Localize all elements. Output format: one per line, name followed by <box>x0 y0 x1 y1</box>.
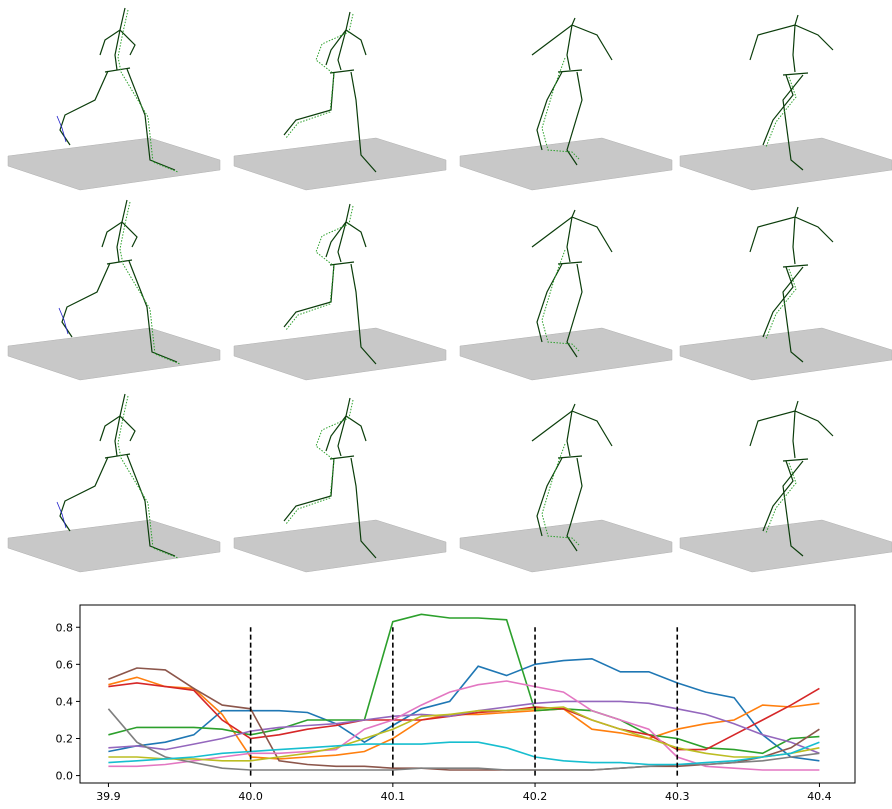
x-tick-label: 40.2 <box>523 790 548 803</box>
pose-panels <box>8 8 892 572</box>
line-chart: 0.0 0.2 0.4 0.6 0.8 39.9 40.0 40.1 40.2 40.3 40.4 <box>56 605 856 803</box>
floor <box>234 138 446 190</box>
x-tick-label: 40.1 <box>381 790 406 803</box>
floor <box>234 328 446 380</box>
floor <box>460 138 672 190</box>
figure: 0.0 0.2 0.4 0.6 0.8 39.9 40.0 40.1 40.2 40.3 40.4 <box>0 0 892 809</box>
floor <box>234 520 446 572</box>
y-tick-label: 0.2 <box>56 733 74 746</box>
x-tick-label: 40.0 <box>238 790 263 803</box>
y-tick-label: 0.6 <box>56 658 74 671</box>
x-tick-label: 40.3 <box>665 790 690 803</box>
pose-row <box>8 8 892 190</box>
x-tick-label: 40.4 <box>807 790 832 803</box>
y-tick-label: 0.4 <box>56 695 74 708</box>
series-line <box>108 681 819 770</box>
floor <box>8 138 220 190</box>
pose-row <box>8 200 892 380</box>
y-tick-label: 0.0 <box>56 770 74 783</box>
floor <box>8 328 220 380</box>
floor <box>680 328 892 380</box>
y-tick-label: 0.8 <box>56 621 74 634</box>
floor <box>680 138 892 190</box>
floor <box>8 520 220 572</box>
floor <box>460 520 672 572</box>
x-tick-label: 39.9 <box>96 790 121 803</box>
floor <box>680 520 892 572</box>
floor <box>460 328 672 380</box>
pose-row <box>8 394 892 572</box>
